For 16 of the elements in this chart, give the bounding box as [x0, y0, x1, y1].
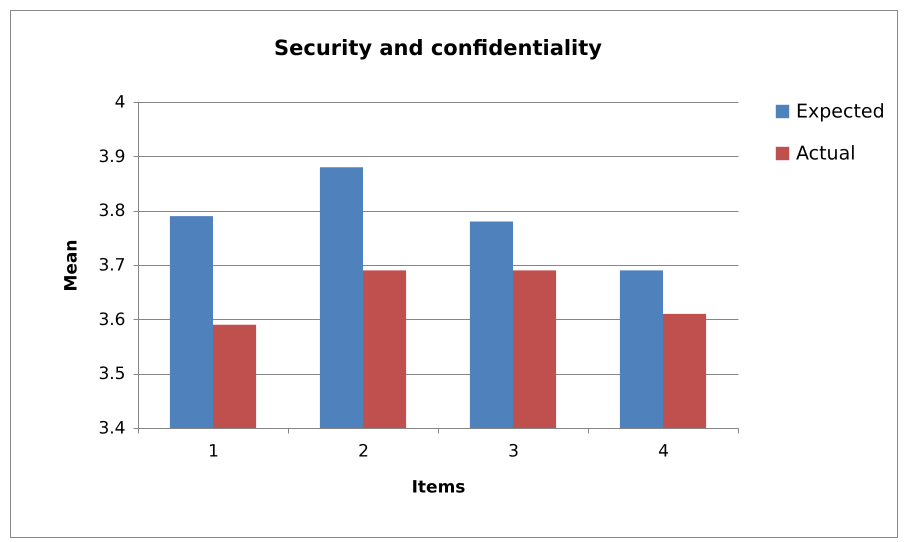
y-axis-title: Mean: [61, 239, 82, 292]
y-tick-label: 3.4: [98, 418, 126, 438]
x-tick-label: 1: [208, 442, 219, 462]
x-tick-label: 3: [508, 442, 519, 462]
y-tick-label: 3.9: [98, 146, 126, 167]
x-tick-label: 4: [658, 442, 669, 462]
y-tick-label: 3.7: [98, 256, 126, 276]
y-tick-label: 3.8: [98, 201, 126, 222]
legend-label: Expected: [796, 100, 885, 122]
chart-title: Security and confidentiality: [274, 36, 602, 60]
y-tick-label: 3.6: [98, 310, 126, 330]
y-tick-label: 3.5: [98, 364, 126, 384]
y-tick-label: 4: [114, 92, 126, 112]
legend-label: Actual: [796, 142, 856, 164]
x-axis-title: Items: [412, 478, 466, 498]
x-tick-label: 2: [358, 442, 369, 462]
